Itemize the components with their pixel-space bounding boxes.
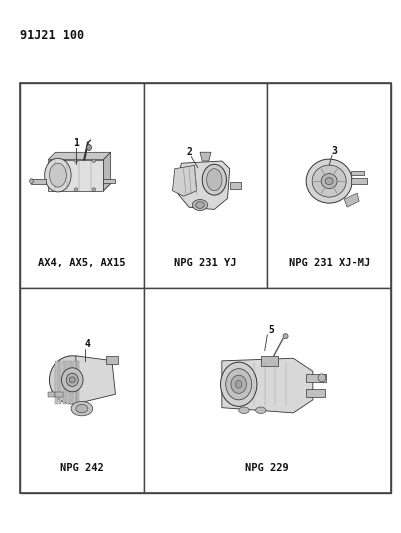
Ellipse shape [239, 407, 249, 414]
Ellipse shape [312, 165, 346, 197]
Polygon shape [222, 358, 313, 413]
Bar [66, 361, 69, 404]
Bar [59, 361, 61, 404]
Polygon shape [306, 374, 326, 382]
Bar [63, 361, 65, 404]
Ellipse shape [76, 405, 88, 413]
Polygon shape [230, 182, 241, 189]
Bar [20, 83, 144, 288]
Polygon shape [261, 356, 278, 366]
Bar [77, 361, 79, 404]
Circle shape [74, 159, 78, 163]
Ellipse shape [202, 164, 227, 195]
Circle shape [92, 188, 96, 191]
Ellipse shape [325, 177, 333, 184]
Circle shape [74, 188, 78, 191]
Polygon shape [200, 152, 211, 161]
Bar [70, 361, 72, 404]
Bar [73, 361, 76, 404]
Bar [20, 83, 391, 493]
Polygon shape [106, 356, 118, 364]
Ellipse shape [207, 169, 222, 191]
Ellipse shape [66, 373, 78, 386]
Text: 4: 4 [85, 339, 91, 349]
Text: AX4, AX5, AX15: AX4, AX5, AX15 [38, 258, 126, 268]
Bar [55, 392, 63, 397]
Text: 5: 5 [268, 325, 274, 335]
Text: 3: 3 [331, 146, 337, 156]
Polygon shape [351, 171, 364, 175]
Polygon shape [172, 165, 197, 196]
Text: 1: 1 [73, 138, 79, 148]
Ellipse shape [321, 174, 337, 189]
Text: 91J21 100: 91J21 100 [20, 29, 84, 42]
Circle shape [92, 159, 96, 163]
Ellipse shape [71, 401, 93, 416]
Ellipse shape [226, 369, 252, 400]
Text: NPG 231 XJ-MJ: NPG 231 XJ-MJ [289, 258, 370, 268]
Bar [267, 83, 391, 288]
Polygon shape [31, 179, 46, 183]
Bar [144, 288, 391, 493]
Ellipse shape [45, 158, 71, 192]
Ellipse shape [235, 381, 242, 388]
Bar [20, 288, 144, 493]
Ellipse shape [49, 356, 95, 404]
Bar [55, 361, 58, 404]
Polygon shape [48, 159, 103, 191]
Bar [48, 392, 55, 397]
Ellipse shape [283, 334, 288, 339]
Ellipse shape [231, 375, 247, 393]
Text: NPG 242: NPG 242 [60, 463, 104, 473]
Ellipse shape [49, 163, 66, 187]
Polygon shape [103, 179, 115, 183]
Polygon shape [178, 161, 230, 209]
Polygon shape [344, 193, 359, 207]
Text: NPG 231 YJ: NPG 231 YJ [174, 258, 237, 268]
Ellipse shape [221, 362, 257, 406]
Ellipse shape [306, 159, 352, 203]
Polygon shape [351, 178, 367, 184]
Polygon shape [306, 390, 324, 397]
Ellipse shape [196, 201, 205, 208]
Polygon shape [48, 183, 111, 191]
Ellipse shape [30, 179, 33, 183]
Polygon shape [48, 152, 111, 159]
Ellipse shape [87, 144, 91, 150]
Ellipse shape [192, 199, 208, 211]
Text: NPG 229: NPG 229 [245, 463, 289, 473]
Text: 2: 2 [186, 147, 192, 157]
Bar [144, 83, 267, 288]
Ellipse shape [61, 368, 83, 392]
Ellipse shape [318, 374, 326, 382]
Ellipse shape [69, 377, 75, 383]
Polygon shape [76, 356, 115, 404]
Polygon shape [103, 152, 111, 191]
Ellipse shape [255, 407, 266, 414]
